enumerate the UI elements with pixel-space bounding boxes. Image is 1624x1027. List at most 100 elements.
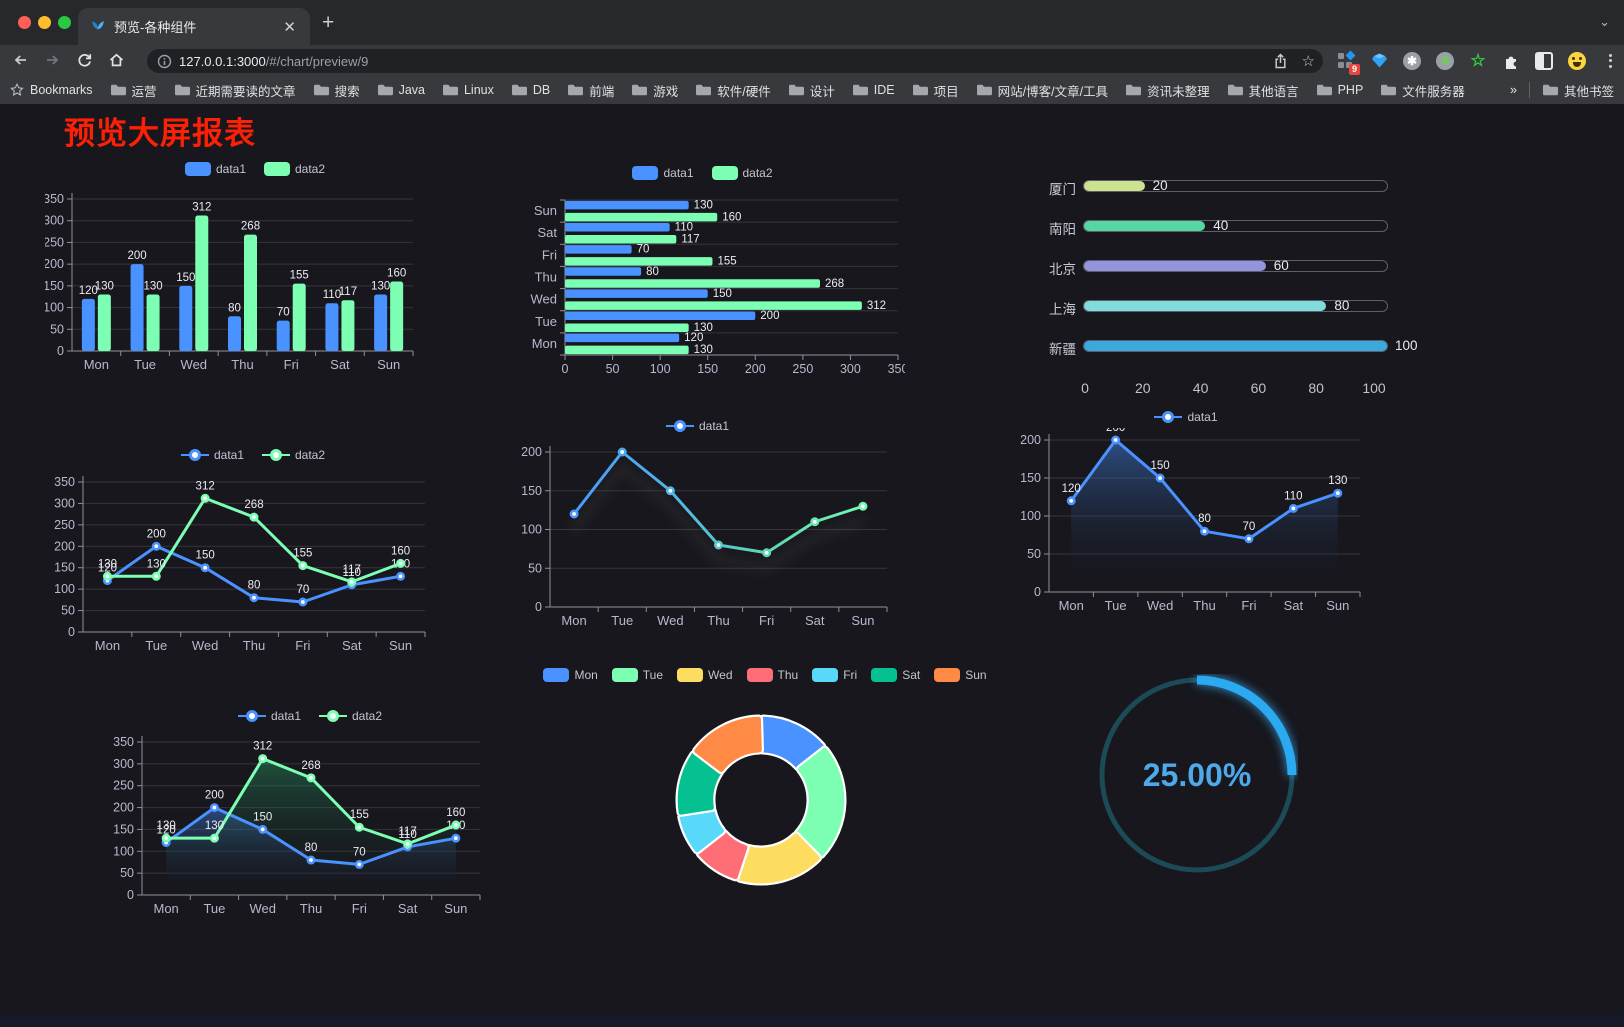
svg-text:Thu: Thu bbox=[300, 901, 322, 916]
extensions-puzzle-icon[interactable] bbox=[1501, 51, 1521, 71]
tab-title: 预览-各种组件 bbox=[114, 20, 197, 35]
progress-value: 60 bbox=[1273, 258, 1289, 273]
progress-value: 20 bbox=[1152, 178, 1168, 193]
extensions-row: 9 ✱ ☆ bbox=[1336, 45, 1620, 76]
legend-item-Sat[interactable]: Sat bbox=[871, 668, 920, 682]
other-bookmarks[interactable]: 其他书签 bbox=[1542, 81, 1614, 100]
bookmark-folder[interactable]: Linux bbox=[442, 81, 494, 100]
bookmark-folder[interactable]: 网站/博客/文章/工具 bbox=[976, 81, 1108, 100]
bookmark-folder[interactable]: 文件服务器 bbox=[1380, 81, 1465, 100]
legend-marker bbox=[677, 668, 704, 682]
bookmarks-overflow-chevron[interactable]: » bbox=[1510, 83, 1517, 97]
browser-tab[interactable]: 预览-各种组件 ✕ bbox=[78, 8, 310, 45]
bookmark-folder[interactable]: IDE bbox=[852, 81, 895, 100]
legend-item-Sun[interactable]: Sun bbox=[934, 668, 987, 682]
extension-proxy-icon[interactable] bbox=[1435, 51, 1455, 71]
bookmark-folder[interactable]: 项目 bbox=[912, 81, 959, 100]
back-button[interactable] bbox=[8, 48, 32, 72]
svg-text:350: 350 bbox=[54, 475, 75, 489]
legend-item-Thu[interactable]: Thu bbox=[746, 668, 798, 682]
bookmark-folder[interactable]: 前端 bbox=[567, 81, 614, 100]
extension-gem-icon[interactable] bbox=[1369, 51, 1389, 71]
folder-icon bbox=[1227, 84, 1243, 96]
minimize-window-button[interactable] bbox=[38, 16, 51, 29]
address-bar[interactable]: 127.0.0.1:3000/#/chart/preview/9 ☆ bbox=[147, 49, 1323, 73]
area-data2 bbox=[166, 758, 456, 895]
hbar-chart-card: data1 data2 0 50 100 150 200 250 300 350 Mon Tue Wed… bbox=[500, 162, 905, 377]
page-title: 预览大屏报表 bbox=[64, 116, 256, 151]
svg-text:130: 130 bbox=[371, 281, 390, 293]
legend-item-data1[interactable]: data1 bbox=[237, 709, 301, 723]
bar-chart-card: data1 data2 0 50 100 150 200 250 300 350 Mon Tue Wed… bbox=[45, 158, 465, 373]
bookmark-star-icon[interactable]: ☆ bbox=[1301, 53, 1315, 70]
svg-text:130: 130 bbox=[147, 558, 166, 570]
new-tab-button[interactable]: + bbox=[322, 11, 335, 34]
legend-item-Wed[interactable]: Wed bbox=[677, 668, 733, 682]
share-icon[interactable] bbox=[1273, 52, 1288, 70]
svg-text:Mon: Mon bbox=[153, 901, 178, 916]
tab-search-chevron-icon[interactable]: ⌄ bbox=[1599, 14, 1610, 29]
profile-avatar[interactable] bbox=[1567, 51, 1587, 71]
svg-text:150: 150 bbox=[1020, 471, 1041, 485]
svg-text:100: 100 bbox=[54, 582, 75, 596]
svg-text:50: 50 bbox=[528, 561, 542, 575]
legend-marker bbox=[812, 668, 839, 682]
bookmark-folder[interactable]: 其他语言 bbox=[1227, 81, 1299, 100]
bookmarks-root[interactable]: Bookmarks bbox=[10, 83, 93, 97]
svg-text:Fri: Fri bbox=[542, 247, 557, 262]
svg-text:Thu: Thu bbox=[231, 357, 253, 372]
bookmark-folder[interactable]: 搜索 bbox=[313, 81, 360, 100]
bookmark-folder[interactable]: 设计 bbox=[788, 81, 835, 100]
legend-item-data2[interactable]: data2 bbox=[262, 448, 325, 462]
legend-marker bbox=[262, 449, 290, 461]
folder-icon bbox=[568, 84, 584, 96]
progress-axis-tick: 20 bbox=[1135, 380, 1151, 396]
legend-item-data1[interactable]: data1 bbox=[184, 162, 246, 176]
extension-star-icon[interactable]: ☆ bbox=[1470, 50, 1486, 70]
legend-item-data1[interactable]: data1 bbox=[180, 448, 244, 462]
maximize-window-button[interactable] bbox=[58, 16, 71, 29]
legend-item-data1[interactable]: data1 bbox=[632, 166, 694, 180]
legend-item-Mon[interactable]: Mon bbox=[543, 668, 598, 682]
bookmark-folder[interactable]: PHP bbox=[1316, 81, 1363, 100]
reload-button[interactable] bbox=[72, 48, 96, 72]
forward-button[interactable] bbox=[40, 48, 64, 72]
bookmark-folder[interactable]: DB bbox=[511, 81, 550, 100]
bookmark-folder[interactable]: 资讯未整理 bbox=[1125, 81, 1210, 100]
extension-command-icon[interactable]: ✱ bbox=[1402, 51, 1422, 71]
svg-text:117: 117 bbox=[398, 826, 416, 838]
legend-marker bbox=[1154, 411, 1183, 423]
legend-item-data1[interactable]: data1 bbox=[665, 419, 729, 433]
bookmark-folder[interactable]: 运营 bbox=[110, 81, 157, 100]
folder-icon bbox=[377, 84, 393, 96]
bookmarks-bar: Bookmarks 运营 近期需要读的文章 搜索 Java Linux DB 前端 游戏 软件/… bbox=[0, 76, 1624, 104]
browser-menu-icon[interactable] bbox=[1600, 51, 1620, 71]
legend-item-data1[interactable]: data1 bbox=[1154, 410, 1218, 424]
legend-item-Fri[interactable]: Fri bbox=[812, 668, 857, 682]
bookmark-folder[interactable]: 游戏 bbox=[631, 81, 678, 100]
close-window-button[interactable] bbox=[18, 16, 31, 29]
extension-darkmode-icon[interactable] bbox=[1534, 51, 1554, 71]
home-button[interactable] bbox=[104, 48, 128, 72]
bookmark-folder[interactable]: 软件/硬件 bbox=[695, 81, 771, 100]
site-info-icon[interactable] bbox=[157, 54, 172, 69]
tab-close-icon[interactable]: ✕ bbox=[283, 18, 296, 36]
progress-track bbox=[1083, 300, 1388, 312]
legend-item-data2[interactable]: data2 bbox=[711, 166, 773, 180]
svg-text:300: 300 bbox=[45, 214, 64, 228]
progress-fill bbox=[1084, 221, 1206, 231]
legend-item-data2[interactable]: data2 bbox=[319, 709, 382, 723]
svg-text:130: 130 bbox=[694, 199, 713, 211]
svg-text:Mon: Mon bbox=[532, 336, 557, 351]
pie-slice-Sat bbox=[677, 752, 722, 815]
svg-text:Thu: Thu bbox=[243, 638, 265, 653]
legend-item-data2[interactable]: data2 bbox=[264, 162, 325, 176]
svg-text:Wed: Wed bbox=[1147, 598, 1174, 613]
legend-marker bbox=[184, 162, 211, 176]
legend-item-Tue[interactable]: Tue bbox=[611, 668, 663, 682]
bookmark-folder[interactable]: 近期需要读的文章 bbox=[174, 81, 296, 100]
extension-grid-icon[interactable]: 9 bbox=[1336, 50, 1360, 75]
bookmark-folder[interactable]: Java bbox=[377, 81, 425, 100]
